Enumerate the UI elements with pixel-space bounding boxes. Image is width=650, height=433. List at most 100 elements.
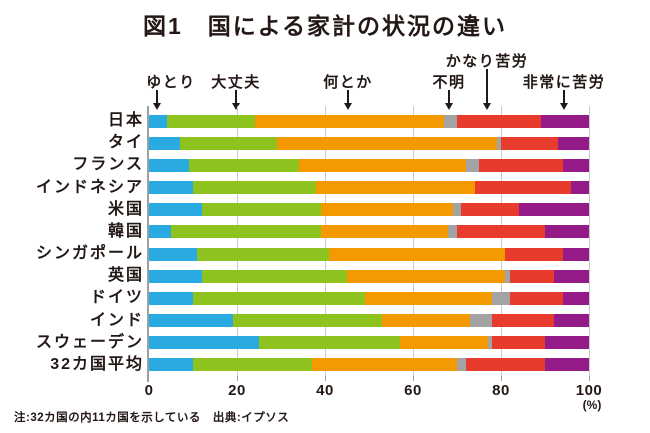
category-label: スウェーデン: [35, 333, 144, 351]
x-tick-label: 80: [492, 382, 510, 399]
bar-segment-3: [320, 225, 449, 239]
bar-row: [149, 247, 589, 261]
category-label: インドネシア: [35, 178, 144, 196]
bar-segment-1: [149, 291, 193, 305]
bar-segment-4: [448, 225, 457, 239]
bar-row: [149, 136, 589, 150]
gridline: [324, 106, 326, 378]
category-label: 韓国: [107, 222, 144, 240]
down-arrow-icon: [153, 103, 161, 110]
bar-segment-1: [149, 225, 171, 239]
bar-segment-6: [518, 203, 589, 217]
bar-segment-3: [382, 314, 471, 328]
bar-segment-3: [399, 336, 488, 350]
bar-segment-5: [500, 136, 559, 150]
down-arrow-icon: [235, 90, 237, 103]
gridline: [412, 106, 414, 378]
x-tick-label: 100: [575, 382, 603, 399]
x-tick-label: 20: [228, 382, 246, 399]
bar-segment-2: [201, 203, 321, 217]
plot-area: 0 20 40 60 80 100 日本 タイ フランス インドネシア 米国 韓国 シンガポール 英国 ドイ…: [36, 106, 602, 399]
gridline: [500, 106, 502, 378]
bar-row: [149, 114, 589, 128]
category-label: フランス: [72, 156, 144, 174]
bar-row: [149, 269, 589, 283]
bar-segment-2: [193, 291, 365, 305]
gridline: [236, 106, 238, 378]
bar-segment-1: [149, 158, 189, 172]
bar-segment-5: [492, 336, 545, 350]
legend-label: 非常に苦労: [522, 74, 606, 91]
bar-segment-4: [470, 314, 493, 328]
bar-segment-1: [149, 269, 202, 283]
bar-segment-1: [149, 203, 202, 217]
category-label: シンガポール: [35, 245, 144, 263]
bar-segment-2: [259, 336, 400, 350]
bar-segment-1: [149, 314, 233, 328]
down-arrow-icon: [483, 103, 491, 110]
legend-label: 何とか: [323, 74, 373, 91]
bar-segment-4: [505, 269, 510, 283]
bar-segment-1: [149, 247, 198, 261]
bar-row: [149, 225, 589, 239]
down-arrow-icon: [344, 103, 352, 110]
bar-segment-3: [254, 114, 444, 128]
bar-segment-4: [496, 136, 501, 150]
bar-segment-2: [188, 158, 299, 172]
bar-segment-2: [179, 136, 277, 150]
bar-row: [149, 158, 589, 172]
bar-segment-3: [316, 181, 475, 195]
category-label: 英国: [107, 267, 144, 285]
down-arrow-icon: [560, 103, 568, 110]
category-label: 日本: [107, 112, 144, 130]
down-arrow-icon: [232, 103, 240, 110]
bar-segment-6: [544, 336, 589, 350]
bar-segment-2: [166, 114, 255, 128]
x-axis-tick: [324, 376, 326, 381]
bar-segment-2: [232, 314, 383, 328]
bar-segment-2: [193, 181, 317, 195]
bar-segment-5: [509, 291, 563, 305]
bar-segment-3: [346, 269, 506, 283]
category-label: タイ: [107, 134, 144, 152]
bar-segment-1: [149, 358, 193, 372]
x-tick-label: 60: [404, 382, 422, 399]
category-label: 米国: [107, 200, 144, 218]
bar-segment-1: [149, 136, 180, 150]
legend-label: 大丈夫: [211, 74, 261, 91]
category-label: 32カ国平均: [50, 355, 144, 373]
x-tick-label: 40: [316, 382, 334, 399]
x-axis-tick: [588, 376, 590, 381]
bar-row: [149, 181, 589, 195]
x-axis-tick: [236, 376, 238, 381]
bar-segment-6: [553, 314, 589, 328]
x-tick-label: 0: [144, 382, 154, 399]
bar-segment-2: [193, 358, 312, 372]
bar-segment-6: [562, 247, 589, 261]
bar-segment-2: [197, 247, 330, 261]
bar-segment-6: [553, 269, 589, 283]
bar-segment-4: [443, 114, 457, 128]
legend-label: ゆとり: [146, 74, 196, 91]
x-axis-tick: [500, 376, 502, 381]
bar-segment-3: [311, 358, 457, 372]
down-arrow-icon: [156, 90, 158, 103]
bar-segment-4: [465, 158, 479, 172]
bar-segment-3: [298, 158, 466, 172]
bar-segment-5: [456, 114, 541, 128]
bar-segment-5: [465, 358, 545, 372]
bar-segment-5: [474, 181, 572, 195]
bar-segment-5: [505, 247, 563, 261]
legend-label: かなり苦労: [445, 53, 529, 70]
bar-segment-4: [492, 291, 510, 305]
chart-title: 図1 国による家計の状況の違い: [142, 13, 508, 39]
bar-row: [149, 291, 589, 305]
bar-segment-2: [201, 269, 347, 283]
down-arrow-icon: [347, 90, 349, 103]
bar-row: [149, 314, 589, 328]
down-arrow-icon: [486, 69, 488, 103]
bar-segment-6: [544, 358, 589, 372]
bar-segment-3: [364, 291, 493, 305]
bar-segment-6: [544, 225, 589, 239]
gridline: [588, 106, 590, 378]
